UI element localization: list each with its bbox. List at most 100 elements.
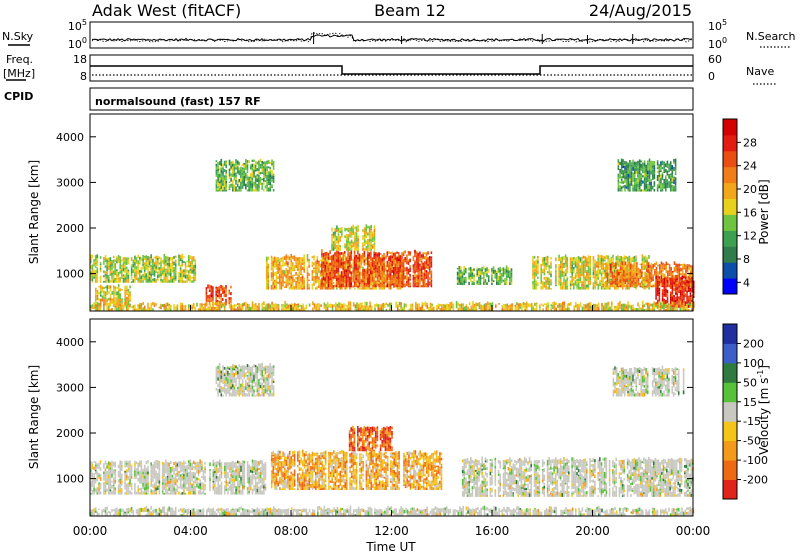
scatter-cell (334, 272, 336, 275)
scatter-cell (425, 270, 428, 273)
scatter-cell (673, 261, 676, 265)
scatter-cell (188, 304, 190, 308)
scatter-cell (119, 262, 121, 265)
scatter-cell (109, 261, 112, 265)
scatter-cell (96, 259, 99, 262)
scatter-cell (642, 166, 644, 170)
scatter-cell (532, 307, 535, 310)
scatter-cell (689, 287, 692, 290)
scatter-cell (399, 280, 402, 285)
scatter-cell (592, 275, 595, 277)
scatter-cell (681, 290, 683, 294)
scatter-cell (636, 275, 638, 280)
scatter-cell (372, 266, 374, 269)
scatter-cell (365, 248, 368, 251)
scatter-cell (420, 278, 423, 280)
scatter-cell (95, 291, 97, 295)
scatter-cell (341, 235, 343, 238)
scatter-cell (478, 283, 480, 285)
scatter-cell (340, 252, 343, 255)
scatter-cell (587, 259, 590, 262)
scatter-cell (609, 287, 611, 290)
scatter-cell (376, 276, 379, 280)
scatter-cell (181, 259, 184, 264)
scatter-cell (337, 270, 340, 273)
scatter-cell (266, 303, 268, 307)
scatter-cell (298, 259, 301, 262)
scatter-cell (161, 267, 164, 271)
scatter-cell (620, 260, 622, 262)
scatter-cell (271, 308, 273, 311)
scatter-cell (378, 264, 381, 267)
scatter-cell (321, 263, 323, 267)
scatter-cell (546, 280, 549, 283)
scatter-cell (423, 308, 425, 311)
scatter-cell (499, 279, 501, 282)
scatter-cell (358, 284, 361, 288)
scatter-cell (430, 284, 433, 288)
scatter-cell (163, 272, 166, 276)
scatter-cell (690, 283, 692, 286)
scatter-cell (535, 304, 538, 308)
scatter-cell (280, 257, 283, 260)
scatter-cell (95, 298, 97, 302)
scatter-cell (637, 273, 640, 276)
scatter-cell (207, 306, 210, 309)
scatter-cell (566, 266, 569, 270)
scatter-cell (517, 306, 520, 311)
scatter-cell (113, 288, 115, 291)
scatter-cell (271, 175, 273, 177)
scatter-cell (303, 270, 305, 273)
scatter-cell (270, 264, 273, 267)
scatter-cell (430, 265, 433, 268)
scatter-cell (411, 308, 414, 311)
scatter-cell (263, 166, 265, 168)
scatter-cell (368, 231, 371, 234)
scatter-cell (507, 274, 510, 278)
scatter-cell (546, 271, 549, 274)
scatter-cell (179, 267, 182, 270)
scatter-cell (662, 273, 664, 277)
scatter-cell (418, 307, 420, 309)
scatter-cell (271, 184, 273, 187)
scatter-cell (104, 275, 107, 278)
scatter-cell (93, 302, 95, 306)
scatter-cell (543, 269, 546, 273)
scatter-cell (267, 266, 270, 269)
scatter-cell (153, 302, 156, 305)
scatter-cell (303, 283, 305, 287)
scatter-cell (297, 303, 299, 306)
scatter-cell (391, 274, 393, 279)
scatter-cell (659, 264, 661, 267)
scatter-cell (251, 308, 254, 311)
scatter-cell (478, 273, 480, 277)
scatter-cell (266, 162, 268, 165)
scatter-cell (676, 280, 679, 283)
scatter-cell (168, 257, 170, 261)
scatter-cell (143, 257, 146, 260)
scatter-cell (170, 257, 172, 261)
scatter-cell (641, 263, 643, 266)
scatter-cell (326, 260, 328, 263)
scatter-cell (532, 262, 534, 265)
scatter-cell (337, 254, 340, 258)
scatter-cell (650, 276, 653, 281)
scatter-cell (334, 270, 336, 273)
scatter-cell (178, 262, 180, 266)
scatter-cell (95, 294, 97, 299)
scatter-cell (632, 178, 634, 183)
scatter-cell (647, 162, 649, 166)
scatter-cell (369, 304, 371, 308)
scatter-cell (646, 260, 649, 263)
scatter-cell (288, 258, 291, 261)
scatter-cell (427, 251, 429, 255)
scatter-cell (174, 263, 177, 267)
scatter-cell (409, 258, 411, 263)
scatter-cell (641, 254, 644, 258)
scatter-cell (217, 190, 219, 192)
scatter-cell (681, 281, 683, 283)
scatter-cell (619, 270, 622, 272)
scatter-cell (376, 282, 379, 286)
scatter-cell (249, 184, 252, 188)
scatter-cell (290, 260, 292, 263)
